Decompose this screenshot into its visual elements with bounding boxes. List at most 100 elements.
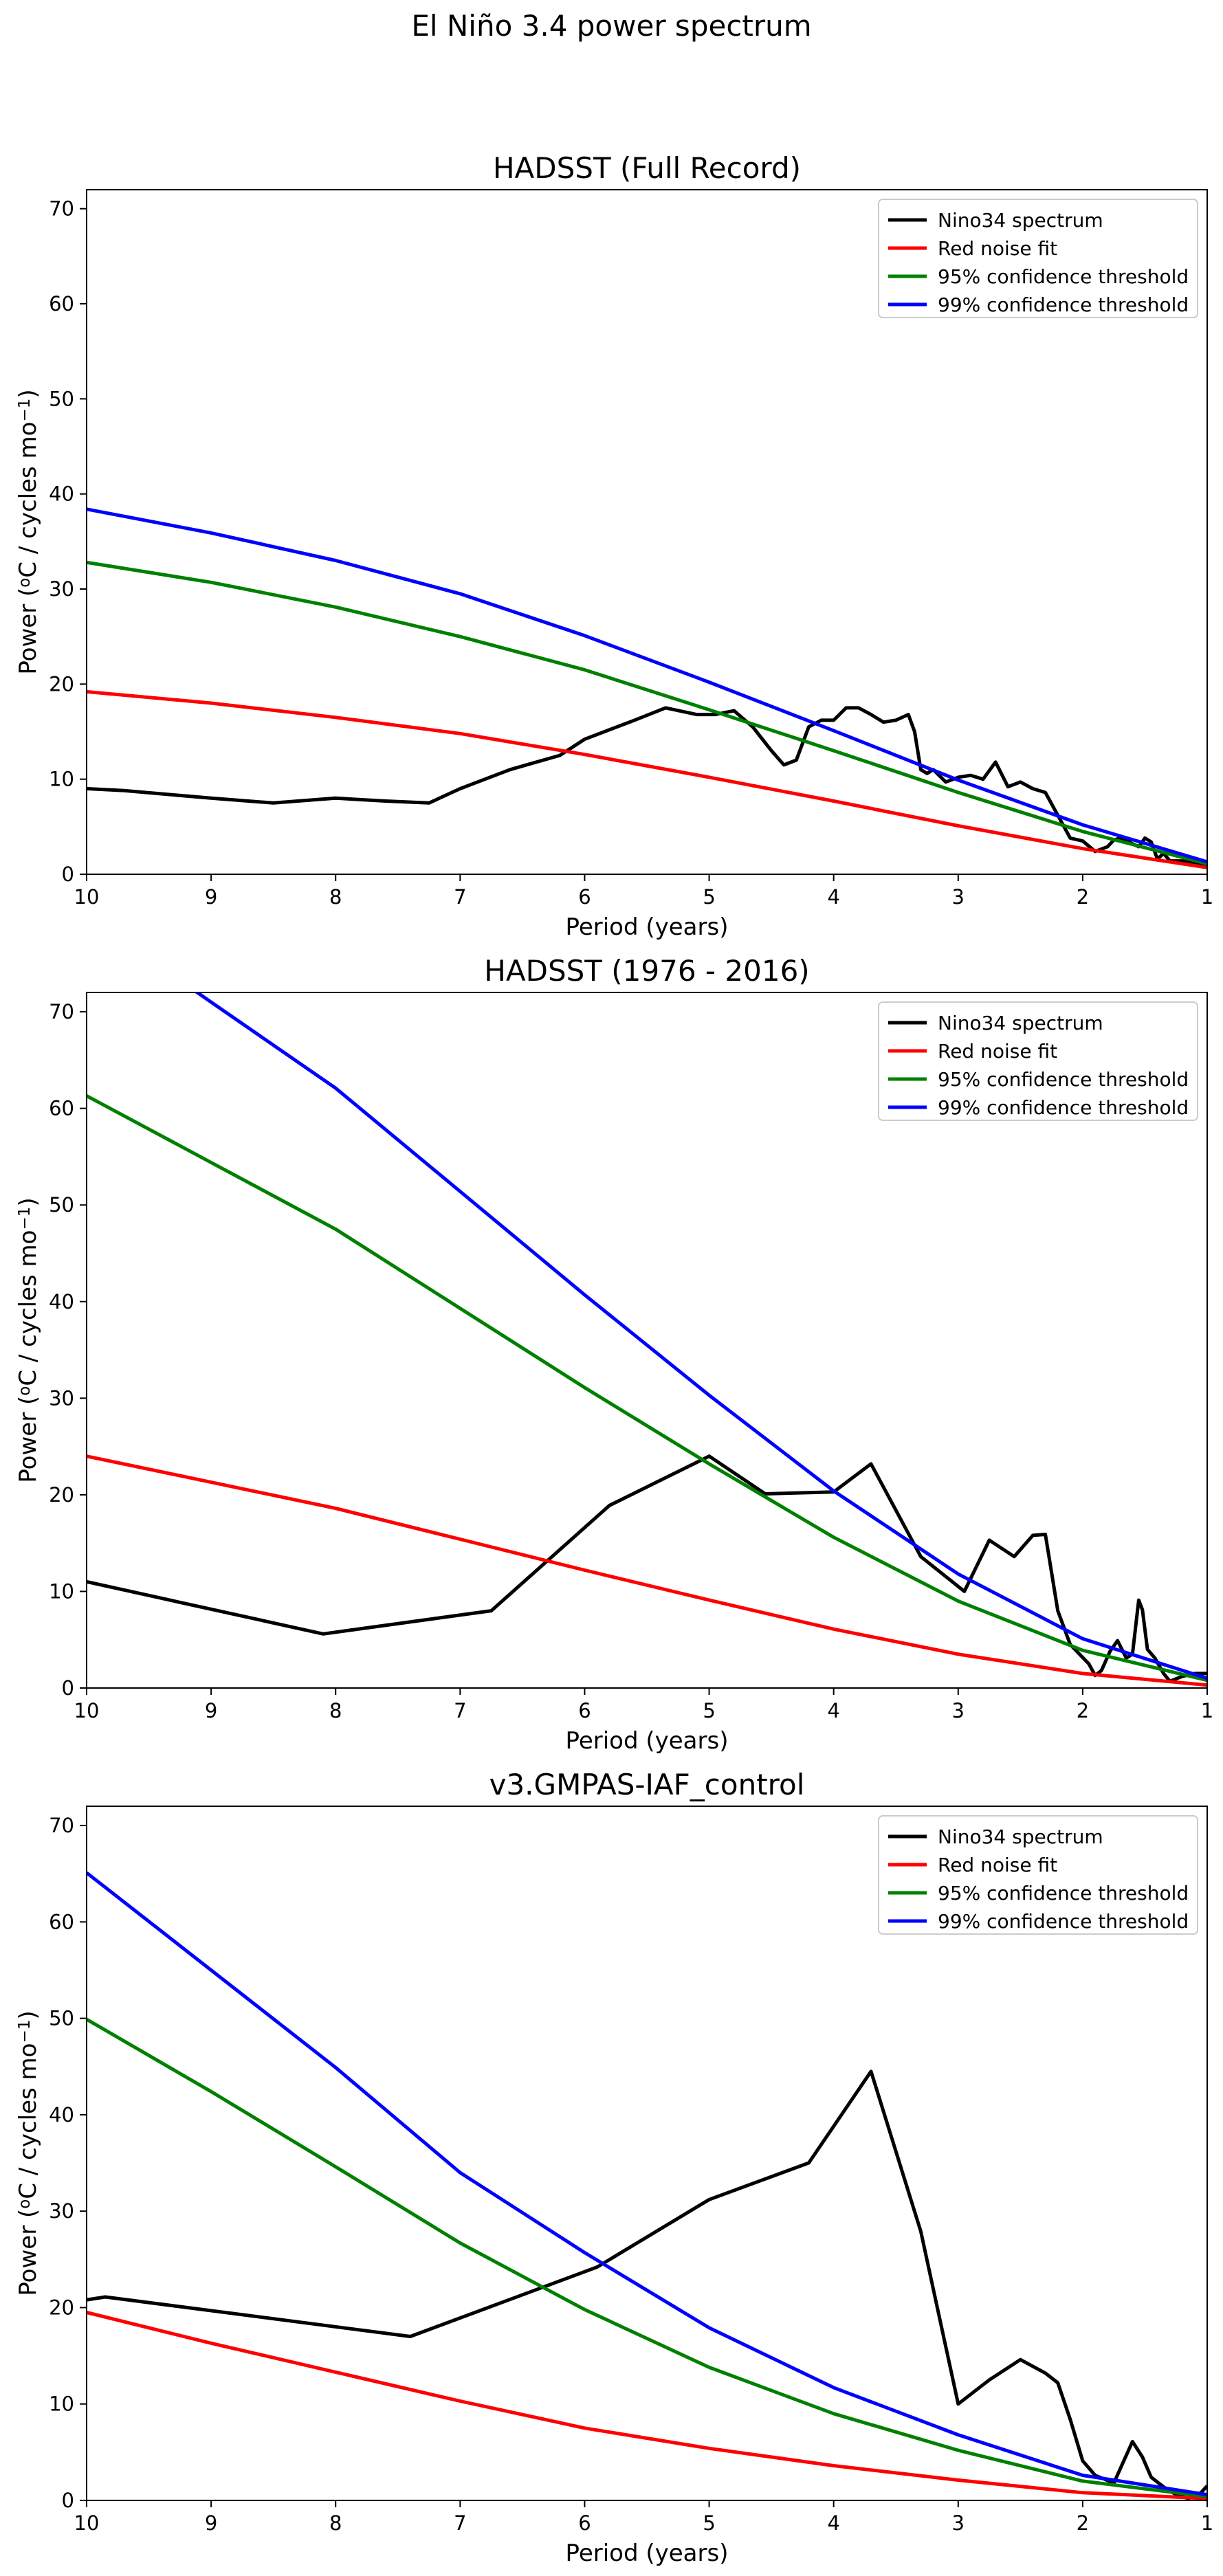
legend-item-nino34-spectrum: Nino34 spectrum (888, 209, 1103, 232)
axes-frame (86, 1806, 1208, 2501)
y-tick-label: 40 (49, 2103, 74, 2127)
y-tick-label: 20 (49, 1483, 74, 1507)
x-tick-label: 9 (205, 885, 217, 909)
legend-item-95-confidence-threshold: 95% confidence threshold (888, 265, 1189, 288)
y-tick-label: 10 (49, 1579, 74, 1603)
series-line-99-confidence-threshold (87, 507, 1207, 864)
series-line-red-noise-fit (87, 689, 1207, 869)
legend-item-red-noise-fit: Red noise fit (888, 1854, 1057, 1876)
x-tick-label: 3 (952, 1699, 965, 1722)
y-tick-label: 70 (49, 1000, 74, 1023)
x-tick-label: 7 (454, 885, 466, 909)
legend-item-nino34-spectrum: Nino34 spectrum (888, 1012, 1103, 1034)
legend-item-95-confidence-threshold: 95% confidence threshold (888, 1882, 1189, 1905)
y-tick-label: 70 (49, 197, 74, 221)
x-tick-label: 8 (329, 1699, 342, 1722)
y-tick-label: 60 (49, 1097, 74, 1120)
x-tick-label: 7 (454, 2511, 466, 2535)
series-line-99-confidence-threshold (194, 992, 1207, 1680)
legend-item-nino34-spectrum: Nino34 spectrum (888, 1825, 1103, 1848)
legend-label: Red noise fit (938, 1040, 1057, 1063)
y-tick-label: 20 (49, 672, 74, 696)
panels: HADSST (Full Record)10 9 8 7 6 5 4 3 2 1010203040… (14, 151, 1213, 2567)
y-axis-label-sup1: o (16, 578, 34, 588)
legend-item-99-confidence-threshold: 99% confidence threshold (888, 293, 1189, 316)
series-line-99-confidence-threshold (87, 1871, 1207, 2497)
legend-label: Nino34 spectrum (938, 1825, 1103, 1848)
legend-label: Nino34 spectrum (938, 1012, 1103, 1034)
series-lines (87, 507, 1207, 869)
legend-label: 99% confidence threshold (938, 1096, 1189, 1119)
y-tick-label: 0 (62, 2489, 74, 2512)
chart-panel-2: HADSST (1976 - 2016)10 9 8 7 6 5 4 3 2 1010203040… (14, 954, 1213, 1755)
x-tick-label: 5 (703, 1699, 715, 1722)
x-tick-label: 10 (74, 2511, 100, 2535)
y-axis-label-sup1: o (16, 1386, 34, 1396)
series-line-95-confidence-threshold (87, 1094, 1207, 1683)
legend-box (878, 1815, 1198, 1935)
y-tick-label: 30 (49, 1386, 74, 1410)
x-tick-label: 1 (1201, 2511, 1213, 2535)
y-tick-label: 30 (49, 577, 74, 601)
y-tick-label: 40 (49, 482, 74, 506)
y-axis-label-suffix: ) (14, 1197, 42, 1206)
x-tick-label: 2 (1077, 2511, 1089, 2535)
x-tick-label: 8 (329, 885, 342, 909)
legend-item-red-noise-fit: Red noise fit (888, 237, 1057, 260)
x-tick-label: 6 (578, 2511, 591, 2535)
legend-item-99-confidence-threshold: 99% confidence threshold (888, 1910, 1189, 1933)
y-axis-label-prefix: Power ( (14, 2209, 42, 2296)
x-tick-label: 9 (205, 2511, 217, 2535)
y-axis-label-mid: C / cycles mo (14, 422, 42, 578)
y-axis-label: Power (oC / cycles mo−1) (14, 2010, 42, 2296)
x-tick-label: 2 (1077, 885, 1089, 909)
y-axis-label-suffix: ) (14, 2010, 42, 2019)
y-axis-label-mid: C / cycles mo (14, 1230, 42, 1386)
legend: Nino34 spectrum Red noise fit 95% confiden… (878, 199, 1198, 318)
x-tick-label: 10 (74, 1699, 100, 1722)
y-axis-label-mid: C / cycles mo (14, 2043, 42, 2199)
y-axis-label-prefix: Power ( (14, 1396, 42, 1483)
y-axis-label: Power (oC / cycles mo−1) (14, 389, 42, 674)
x-tick-label: 8 (329, 2511, 342, 2535)
y-tick-label: 0 (62, 863, 74, 886)
legend-box (878, 1001, 1198, 1121)
series-lines (87, 992, 1207, 1687)
legend: Nino34 spectrum Red noise fit 95% confiden… (878, 1001, 1198, 1121)
x-tick-label: 3 (952, 2511, 965, 2535)
y-tick-label: 10 (49, 768, 74, 791)
series-line-red-noise-fit (87, 2311, 1207, 2500)
chart-title: HADSST (1976 - 2016) (484, 954, 809, 988)
x-tick-label: 4 (827, 2511, 839, 2535)
y-tick-label: 70 (49, 1814, 74, 1837)
x-tick-label: 2 (1077, 1699, 1089, 1722)
x-tick-label: 6 (578, 1699, 591, 1722)
legend-box (878, 199, 1198, 318)
y-tick-label: 20 (49, 2296, 74, 2319)
legend-label: 95% confidence threshold (938, 1882, 1189, 1905)
x-tick-label: 4 (827, 1699, 839, 1722)
y-tick-label: 60 (49, 292, 74, 315)
series-lines (87, 1871, 1207, 2500)
y-axis-label-sup1: o (16, 2199, 34, 2209)
y-axis-label-sup2: −1 (16, 1207, 34, 1230)
y-tick-label: 50 (49, 1193, 74, 1217)
figure-suptitle: El Niño 3.4 power spectrum (411, 9, 811, 43)
legend-label: Nino34 spectrum (938, 209, 1103, 232)
x-tick-label: 3 (952, 885, 965, 909)
chart-title: v3.GMPAS-IAF_control (489, 1768, 805, 1801)
x-tick-label: 10 (74, 885, 100, 909)
y-axis-label-sup2: −1 (16, 2020, 34, 2043)
y-axis-label-prefix: Power ( (14, 588, 42, 675)
legend-item-95-confidence-threshold: 95% confidence threshold (888, 1068, 1189, 1091)
series-line-nino34-spectrum (87, 1454, 1207, 1683)
y-tick-label: 50 (49, 387, 74, 410)
y-tick-label: 30 (49, 2199, 74, 2223)
x-axis-label: Period (years) (566, 1727, 729, 1755)
legend-label: 99% confidence threshold (938, 1910, 1189, 1933)
y-tick-label: 50 (49, 2007, 74, 2030)
chart-title: HADSST (Full Record) (493, 151, 801, 185)
x-axis-label: Period (years) (566, 2540, 729, 2567)
legend-label: 99% confidence threshold (938, 293, 1189, 316)
x-tick-label: 4 (827, 885, 839, 909)
